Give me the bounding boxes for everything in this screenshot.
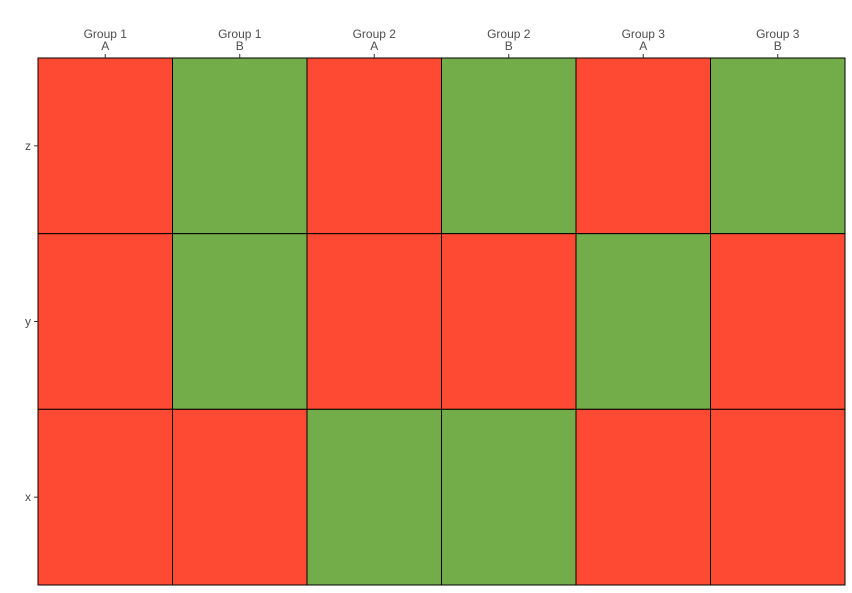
y-tick-label: z [25,139,31,153]
x-tick-label-group: Group 3 [756,27,800,41]
x-tick-label-sub: B [236,39,244,53]
y-tick-label: y [25,315,31,329]
heatmap-cell-z-5 [710,57,846,235]
x-tick-label-sub: A [101,39,109,53]
y-axis: z y x [25,139,38,504]
x-tick-label-group: Group 2 [353,27,397,41]
heatmap-cells [37,57,846,586]
heatmap-cell-x-2 [306,408,442,586]
heatmap-cell-y-2 [306,233,442,410]
heatmap-cell-x-4 [575,408,711,586]
x-tick-label-group: Group 1 [84,27,128,41]
heatmap-cell-y-0 [37,233,173,410]
heatmap-cell-z-0 [37,57,173,235]
y-tick-label: x [25,490,31,504]
heatmap-cell-y-5 [710,233,846,410]
x-tick-label-sub: B [505,39,513,53]
heatmap-cell-x-5 [710,408,846,586]
heatmap-cell-z-4 [575,57,711,235]
heatmap-cell-y-3 [441,233,577,410]
heatmap-cell-z-1 [172,57,308,235]
heatmap-cell-z-2 [306,57,442,235]
x-tick-label-sub: A [370,39,378,53]
x-tick-label-sub: B [774,39,782,53]
heatmap-cell-x-1 [172,408,308,586]
heatmap-cell-y-1 [172,233,308,410]
heatmap-cell-y-4 [575,233,711,410]
heatmap-cell-z-3 [441,57,577,235]
x-tick-label-group: Group 3 [622,27,666,41]
heatmap-cell-x-0 [37,408,173,586]
x-tick-label-sub: A [639,39,647,53]
heatmap-cell-x-3 [441,408,577,586]
x-tick-label-group: Group 1 [218,27,262,41]
x-tick-label-group: Group 2 [487,27,531,41]
